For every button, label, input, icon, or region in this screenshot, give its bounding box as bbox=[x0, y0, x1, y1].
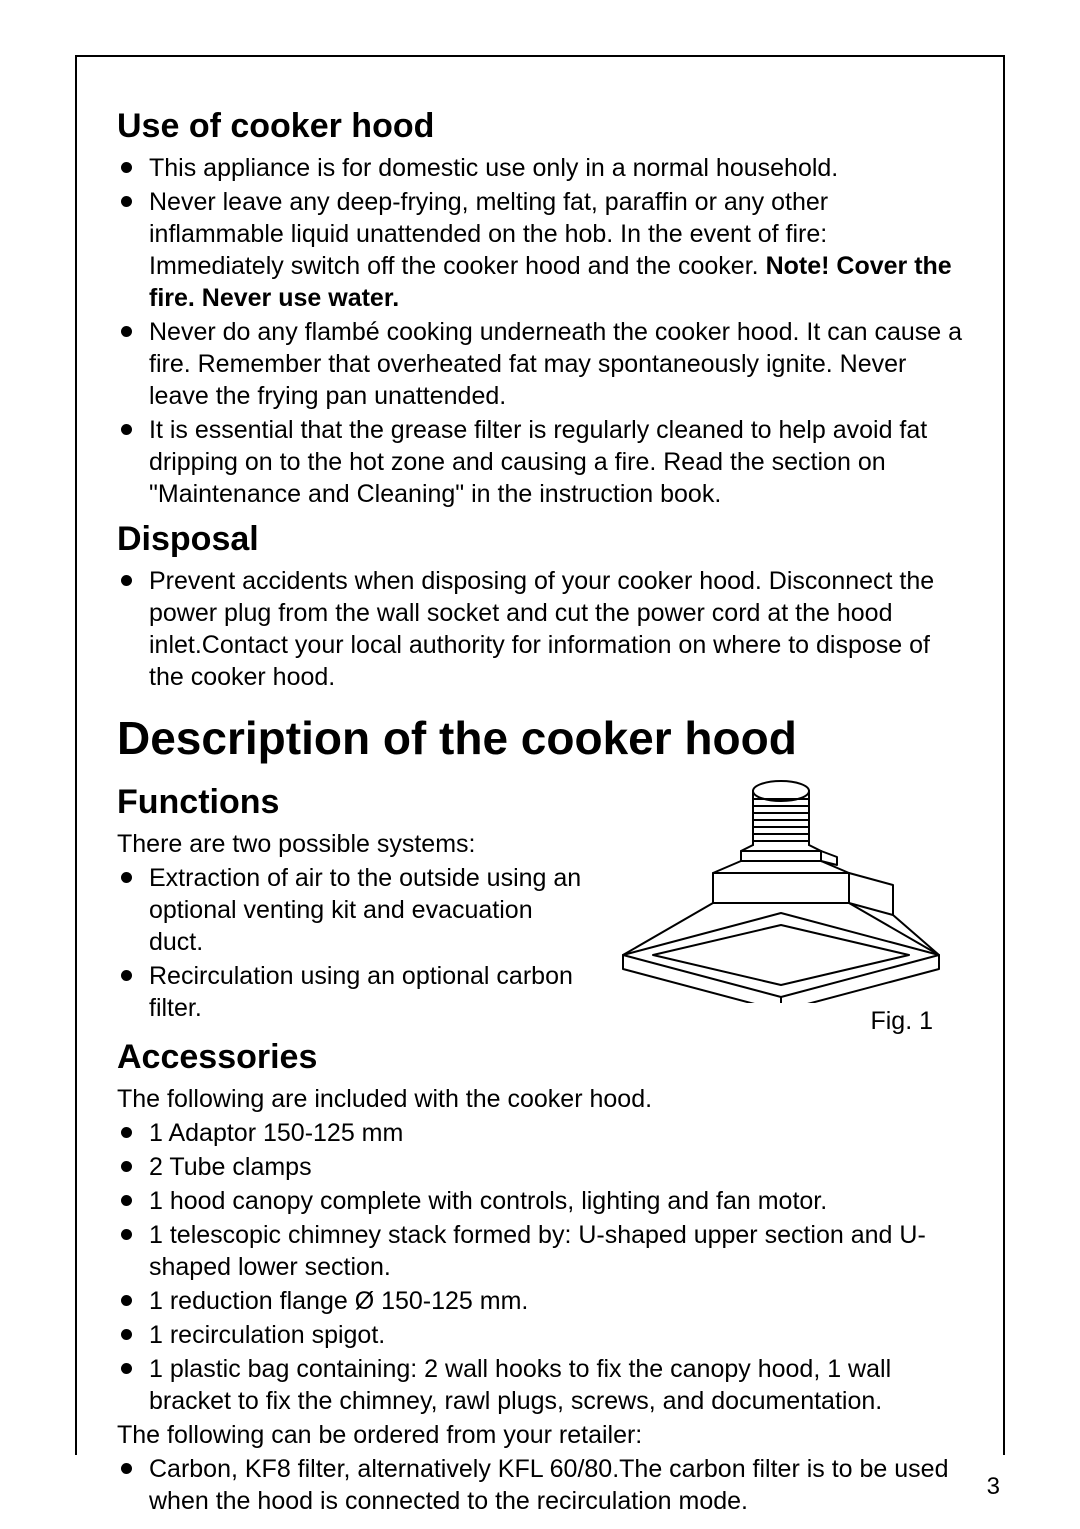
bullet-text: Extraction of air to the outside using a… bbox=[149, 864, 581, 956]
functions-intro: There are two possible systems: bbox=[117, 828, 583, 860]
bullet-text: 1 hood canopy complete with controls, li… bbox=[149, 1187, 827, 1215]
bullet-text: Prevent accidents when disposing of your… bbox=[149, 567, 934, 691]
bullet-text: Carbon, KF8 filter, alternatively KFL 60… bbox=[149, 1455, 949, 1515]
heading-disposal: Disposal bbox=[117, 520, 963, 559]
bullet-text: This appliance is for domestic use only … bbox=[149, 154, 838, 182]
bullet-text: It is essential that the grease filter i… bbox=[149, 416, 927, 508]
figure-column: Fig. 1 bbox=[593, 773, 963, 1036]
accessories-list-2: Carbon, KF8 filter, alternatively KFL 60… bbox=[117, 1453, 963, 1517]
list-item: 1 recirculation spigot. bbox=[117, 1319, 963, 1351]
list-item: 1 hood canopy complete with controls, li… bbox=[117, 1185, 963, 1217]
heading-functions: Functions bbox=[117, 783, 583, 822]
bullet-text: Never leave any deep-frying, melting fat… bbox=[149, 188, 828, 280]
bullet-text: 1 recirculation spigot. bbox=[149, 1321, 385, 1349]
disposal-list: Prevent accidents when disposing of your… bbox=[117, 565, 963, 693]
functions-row: Functions There are two possible systems… bbox=[117, 773, 963, 1036]
heading-accessories: Accessories bbox=[117, 1038, 963, 1077]
list-item: Never leave any deep-frying, melting fat… bbox=[117, 186, 963, 314]
page-number: 3 bbox=[987, 1473, 1000, 1501]
use-list: This appliance is for domestic use only … bbox=[117, 152, 963, 510]
cooker-hood-icon bbox=[593, 773, 963, 1003]
list-item: Carbon, KF8 filter, alternatively KFL 60… bbox=[117, 1453, 963, 1517]
bullet-text: 1 Adaptor 150-125 mm bbox=[149, 1119, 403, 1147]
bullet-text: 2 Tube clamps bbox=[149, 1153, 312, 1181]
figure-caption: Fig. 1 bbox=[593, 1007, 963, 1036]
accessories-list: 1 Adaptor 150-125 mm 2 Tube clamps 1 hoo… bbox=[117, 1117, 963, 1417]
bullet-text: 1 telescopic chimney stack formed by: U-… bbox=[149, 1221, 926, 1281]
list-item: 1 telescopic chimney stack formed by: U-… bbox=[117, 1219, 963, 1283]
list-item: 1 Adaptor 150-125 mm bbox=[117, 1117, 963, 1149]
accessories-outro: The following can be ordered from your r… bbox=[117, 1419, 963, 1451]
list-item: Recirculation using an optional carbon f… bbox=[117, 960, 583, 1024]
heading-description: Description of the cooker hood bbox=[117, 711, 963, 765]
accessories-intro: The following are included with the cook… bbox=[117, 1083, 963, 1115]
list-item: Prevent accidents when disposing of your… bbox=[117, 565, 963, 693]
list-item: 1 reduction flange Ø 150-125 mm. bbox=[117, 1285, 963, 1317]
list-item: This appliance is for domestic use only … bbox=[117, 152, 963, 184]
functions-list: Extraction of air to the outside using a… bbox=[117, 862, 583, 1024]
content-frame: Use of cooker hood This appliance is for… bbox=[75, 55, 1005, 1455]
list-item: 1 plastic bag containing: 2 wall hooks t… bbox=[117, 1353, 963, 1417]
bullet-text: Never do any flambé cooking underneath t… bbox=[149, 318, 962, 410]
list-item: 2 Tube clamps bbox=[117, 1151, 963, 1183]
list-item: Never do any flambé cooking underneath t… bbox=[117, 316, 963, 412]
functions-text-col: Functions There are two possible systems… bbox=[117, 773, 583, 1036]
bullet-text: 1 reduction flange Ø 150-125 mm. bbox=[149, 1287, 528, 1315]
list-item: It is essential that the grease filter i… bbox=[117, 414, 963, 510]
bullet-text: Recirculation using an optional carbon f… bbox=[149, 962, 573, 1022]
list-item: Extraction of air to the outside using a… bbox=[117, 862, 583, 958]
heading-use: Use of cooker hood bbox=[117, 107, 963, 146]
bullet-text: 1 plastic bag containing: 2 wall hooks t… bbox=[149, 1355, 891, 1415]
page: Use of cooker hood This appliance is for… bbox=[0, 0, 1080, 1529]
